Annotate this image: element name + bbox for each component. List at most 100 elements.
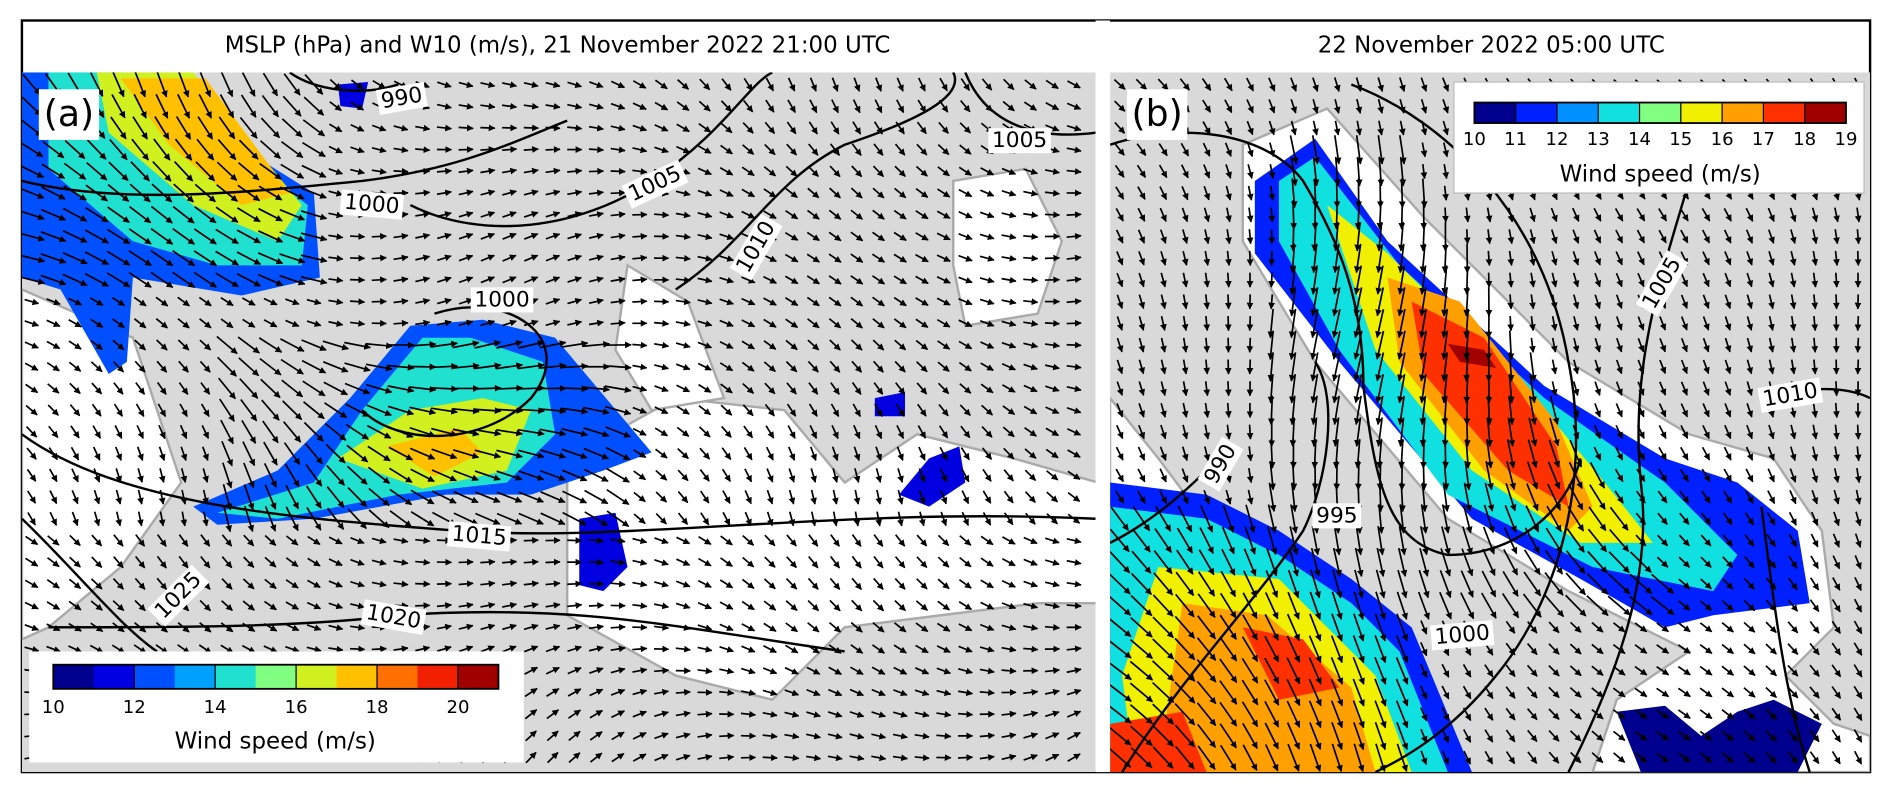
wind-arrow <box>698 145 712 154</box>
colorbar-tick-label: 11 <box>1504 129 1527 150</box>
wind-arrow <box>371 276 387 284</box>
wind-arrow <box>632 341 648 349</box>
wind-arrow <box>215 272 239 288</box>
wind-arrow <box>610 167 626 175</box>
wind-arrow <box>676 123 690 133</box>
wind-arrow <box>917 77 926 92</box>
wind-arrow <box>393 319 409 327</box>
colorbar-bin <box>1763 102 1806 124</box>
wind-arrow <box>1246 424 1254 440</box>
wind-arrow <box>610 623 626 631</box>
wind-arrow <box>787 77 796 92</box>
wind-arrow <box>588 146 605 154</box>
colorbar-bin <box>296 664 338 689</box>
contour-label: 1005 <box>992 128 1047 153</box>
wind-arrow <box>936 254 951 262</box>
wind-arrow <box>236 207 261 223</box>
wind-arrow <box>174 138 193 161</box>
wind-arrow <box>109 138 128 161</box>
wind-arrow <box>502 232 517 240</box>
wind-arrow <box>1507 294 1515 310</box>
wind-arrow <box>828 275 842 285</box>
wind-arrow <box>676 101 690 112</box>
wind-arrow <box>958 166 972 176</box>
wind-arrow <box>415 124 431 132</box>
wind-arrow <box>350 123 365 132</box>
wind-arrow <box>261 95 280 118</box>
wind-arrow <box>719 732 735 740</box>
wind-arrow <box>763 254 777 263</box>
wind-arrow <box>1066 341 1082 349</box>
wind-arrow <box>415 211 431 218</box>
wind-arrow <box>152 161 172 182</box>
wind-arrow <box>236 272 262 287</box>
wind-arrow <box>85 206 109 223</box>
wind-arrow <box>915 165 928 177</box>
wind-arrow <box>151 183 173 203</box>
wind-arrow <box>743 99 754 113</box>
wind-arrow <box>523 537 539 544</box>
wind-arrow <box>328 298 344 306</box>
wind-arrow <box>238 162 260 181</box>
wind-arrow <box>21 188 45 199</box>
wind-arrow <box>742 144 755 155</box>
wind-arrow <box>545 254 561 262</box>
wind-arrow <box>1023 233 1039 240</box>
wind-arrow <box>850 187 863 199</box>
wind-arrow <box>545 211 561 218</box>
wind-arrow <box>1045 79 1059 90</box>
wind-arrow <box>588 103 604 110</box>
wind-arrow <box>719 276 734 284</box>
wind-arrow <box>1044 211 1061 219</box>
wind-arrow <box>697 255 713 262</box>
wind-arrow <box>937 188 951 198</box>
panel-title: 22 November 2022 05:00 UTC <box>1318 32 1665 58</box>
wind-arrow <box>259 140 281 160</box>
wind-arrow <box>871 275 886 285</box>
wind-arrow <box>807 165 819 178</box>
wind-arrow <box>24 320 40 327</box>
wind-arrow <box>938 121 949 134</box>
colorbar-bin <box>377 664 419 689</box>
panel-label: (a) <box>44 92 94 135</box>
wind-arrow <box>959 144 972 155</box>
wind-arrow <box>654 79 668 90</box>
wind-arrow <box>371 645 387 653</box>
wind-arrow <box>545 189 561 197</box>
wind-arrow <box>675 298 691 306</box>
wind-arrow <box>90 318 104 328</box>
colorbar-bin <box>1515 102 1558 124</box>
wind-arrow <box>133 93 147 119</box>
wind-arrow <box>195 161 216 182</box>
wind-arrow <box>129 183 151 203</box>
wind-arrow <box>523 167 539 175</box>
wind-arrow <box>850 253 864 263</box>
wind-arrow <box>282 95 302 117</box>
colorbar-bin <box>174 664 216 689</box>
wind-arrow <box>632 276 648 284</box>
wind-arrow <box>675 211 691 219</box>
wind-arrow <box>220 318 234 329</box>
wind-arrow <box>871 253 886 263</box>
wind-arrow <box>979 298 995 306</box>
wind-arrow <box>280 140 304 159</box>
wind-arrow <box>1066 211 1082 219</box>
wind-arrow <box>567 211 583 218</box>
wind-arrow <box>588 254 604 262</box>
wind-arrow <box>894 143 906 156</box>
wind-arrow <box>980 167 995 176</box>
wind-arrow <box>567 103 583 110</box>
wind-arrow <box>697 233 713 241</box>
wind-arrow <box>458 298 474 305</box>
wind-arrow <box>1023 101 1038 111</box>
wind-arrow <box>502 146 518 153</box>
colorbar-tick-label: 12 <box>1545 129 1568 150</box>
wind-arrow <box>239 116 258 139</box>
wind-arrow <box>175 116 192 140</box>
colorbar-tick-label: 12 <box>123 697 146 718</box>
wind-arrow <box>172 271 196 289</box>
wind-arrow <box>215 250 239 266</box>
wind-arrow <box>698 122 712 133</box>
colorbar-bin <box>53 664 95 689</box>
wind-arrow <box>850 209 863 220</box>
